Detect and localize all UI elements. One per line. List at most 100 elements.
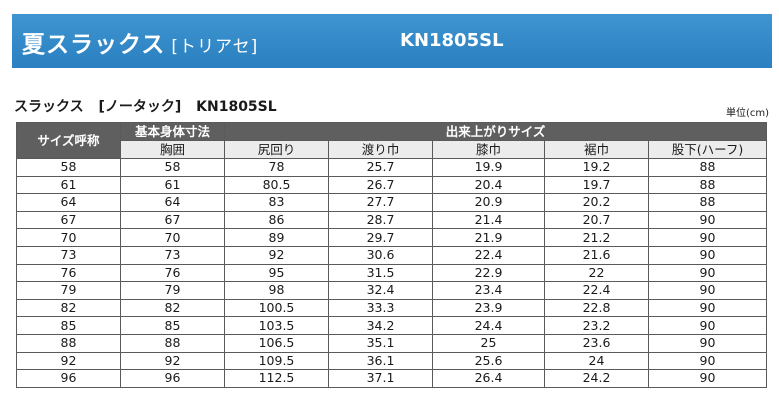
- cell-chest: 61: [120, 175, 225, 195]
- cell-hem-width: 22: [544, 263, 649, 283]
- cell-hem-width: 24: [544, 351, 649, 371]
- cell-inseam: 90: [647, 281, 768, 300]
- section-title-name: スラックス: [14, 99, 84, 115]
- cell-chest: 73: [120, 245, 225, 265]
- cell-chest: 76: [120, 263, 225, 283]
- cell-hem-width: 23.2: [544, 316, 649, 335]
- cell-hem-width: 23.6: [544, 333, 649, 353]
- cell-knee-width: 24.4: [432, 316, 545, 335]
- cell-hip: 89: [224, 228, 329, 247]
- cell-knee-width: 25.6: [432, 351, 545, 371]
- cell-chest: 70: [120, 228, 225, 247]
- table-row: 79 79 98 32.4 23.4 22.4 90: [16, 281, 768, 300]
- header-knee-width: 膝巾: [432, 140, 545, 159]
- cell-knee-width: 19.9: [432, 158, 545, 177]
- cell-chest: 92: [120, 351, 225, 371]
- size-table: サイズ呼称 基本身体寸法 出来上がりサイズ 胸囲 尻回り 渡り巾 膝巾 裾巾 股…: [16, 122, 768, 388]
- cell-thigh-width: 25.7: [328, 158, 433, 177]
- cell-thigh-width: 35.1: [328, 333, 433, 353]
- cell-thigh-width: 29.7: [328, 228, 433, 247]
- cell-size: 92: [16, 351, 121, 371]
- cell-knee-width: 20.4: [432, 175, 545, 195]
- cell-inseam: 88: [647, 193, 768, 212]
- table-row: 61 61 80.5 26.7 20.4 19.7 88: [16, 175, 768, 195]
- section-title-type: [ノータック]: [98, 99, 182, 115]
- banner-title-text: 夏スラックス: [22, 32, 166, 58]
- cell-inseam: 90: [647, 210, 768, 230]
- table-row: 70 70 89 29.7 21.9 21.2 90: [16, 228, 768, 247]
- cell-hem-width: 21.6: [544, 245, 649, 265]
- cell-hem-width: 21.2: [544, 228, 649, 247]
- cell-chest: 58: [120, 158, 225, 177]
- cell-chest: 85: [120, 316, 225, 335]
- cell-inseam: 90: [647, 245, 768, 265]
- header-group-finished: 出来上がりサイズ: [223, 122, 768, 141]
- header-group-body: 基本身体寸法: [120, 122, 225, 141]
- cell-hip: 95: [224, 263, 329, 283]
- table-row: 76 76 95 31.5 22.9 22 90: [16, 263, 768, 283]
- cell-knee-width: 25: [432, 333, 545, 353]
- cell-chest: 67: [120, 210, 225, 230]
- table-row: 64 64 83 27.7 20.9 20.2 88: [16, 193, 768, 212]
- cell-knee-width: 22.9: [432, 263, 545, 283]
- cell-inseam: 90: [647, 263, 768, 283]
- cell-hip: 83: [224, 193, 329, 212]
- cell-inseam: 90: [647, 369, 768, 388]
- cell-hip: 112.5: [224, 369, 329, 388]
- header-chest: 胸囲: [120, 140, 225, 159]
- cell-hip: 98: [224, 281, 329, 300]
- cell-inseam: 88: [647, 175, 768, 195]
- cell-hem-width: 22.8: [544, 298, 649, 318]
- cell-size: 61: [16, 175, 121, 195]
- header-size-name: サイズ呼称: [16, 122, 121, 159]
- cell-knee-width: 20.9: [432, 193, 545, 212]
- table-body: 58 58 78 25.7 19.9 19.2 88 61 61 80.5 26.7 20.4 19.7…: [16, 158, 768, 388]
- cell-thigh-width: 27.7: [328, 193, 433, 212]
- cell-size: 67: [16, 210, 121, 230]
- cell-hip: 80.5: [224, 175, 329, 195]
- cell-thigh-width: 34.2: [328, 316, 433, 335]
- header-hip: 尻回り: [224, 140, 329, 159]
- table-row: 73 73 92 30.6 22.4 21.6 90: [16, 245, 768, 265]
- cell-knee-width: 23.9: [432, 298, 545, 318]
- cell-knee-width: 22.4: [432, 245, 545, 265]
- header-thigh-width: 渡り巾: [328, 140, 433, 159]
- cell-size: 76: [16, 263, 121, 283]
- cell-hip: 106.5: [224, 333, 329, 353]
- cell-hem-width: 19.7: [544, 175, 649, 195]
- cell-thigh-width: 32.4: [328, 281, 433, 300]
- cell-chest: 96: [120, 369, 225, 388]
- cell-thigh-width: 28.7: [328, 210, 433, 230]
- cell-inseam: 90: [647, 298, 768, 318]
- cell-thigh-width: 31.5: [328, 263, 433, 283]
- cell-chest: 82: [120, 298, 225, 318]
- cell-size: 70: [16, 228, 121, 247]
- cell-hip: 109.5: [224, 351, 329, 371]
- unit-label: 単位(cm): [725, 108, 769, 119]
- cell-thigh-width: 26.7: [328, 175, 433, 195]
- cell-chest: 88: [120, 333, 225, 353]
- cell-inseam: 88: [647, 158, 768, 177]
- cell-thigh-width: 36.1: [328, 351, 433, 371]
- table-row: 88 88 106.5 35.1 25 23.6 90: [16, 333, 768, 353]
- cell-hip: 100.5: [224, 298, 329, 318]
- cell-inseam: 90: [647, 333, 768, 353]
- section-title: スラックス [ノータック] KN1805SL: [14, 96, 287, 116]
- cell-size: 58: [16, 158, 121, 177]
- cell-hem-width: 22.4: [544, 281, 649, 300]
- cell-size: 88: [16, 333, 121, 353]
- cell-size: 79: [16, 281, 121, 300]
- cell-hip: 103.5: [224, 316, 329, 335]
- cell-knee-width: 23.4: [432, 281, 545, 300]
- cell-hip: 78: [224, 158, 329, 177]
- header-hem-width: 裾巾: [544, 140, 649, 159]
- cell-inseam: 90: [647, 316, 768, 335]
- table-row: 58 58 78 25.7 19.9 19.2 88: [16, 158, 768, 177]
- cell-hem-width: 24.2: [544, 369, 649, 388]
- banner-title: 夏スラックス [トリアセ]: [22, 25, 258, 59]
- banner-product-code: KN1805SL: [400, 30, 504, 51]
- cell-chest: 64: [120, 193, 225, 212]
- cell-thigh-width: 33.3: [328, 298, 433, 318]
- banner-title-material: [トリアセ]: [171, 37, 259, 57]
- header-inseam: 股下(ハーフ): [647, 140, 768, 159]
